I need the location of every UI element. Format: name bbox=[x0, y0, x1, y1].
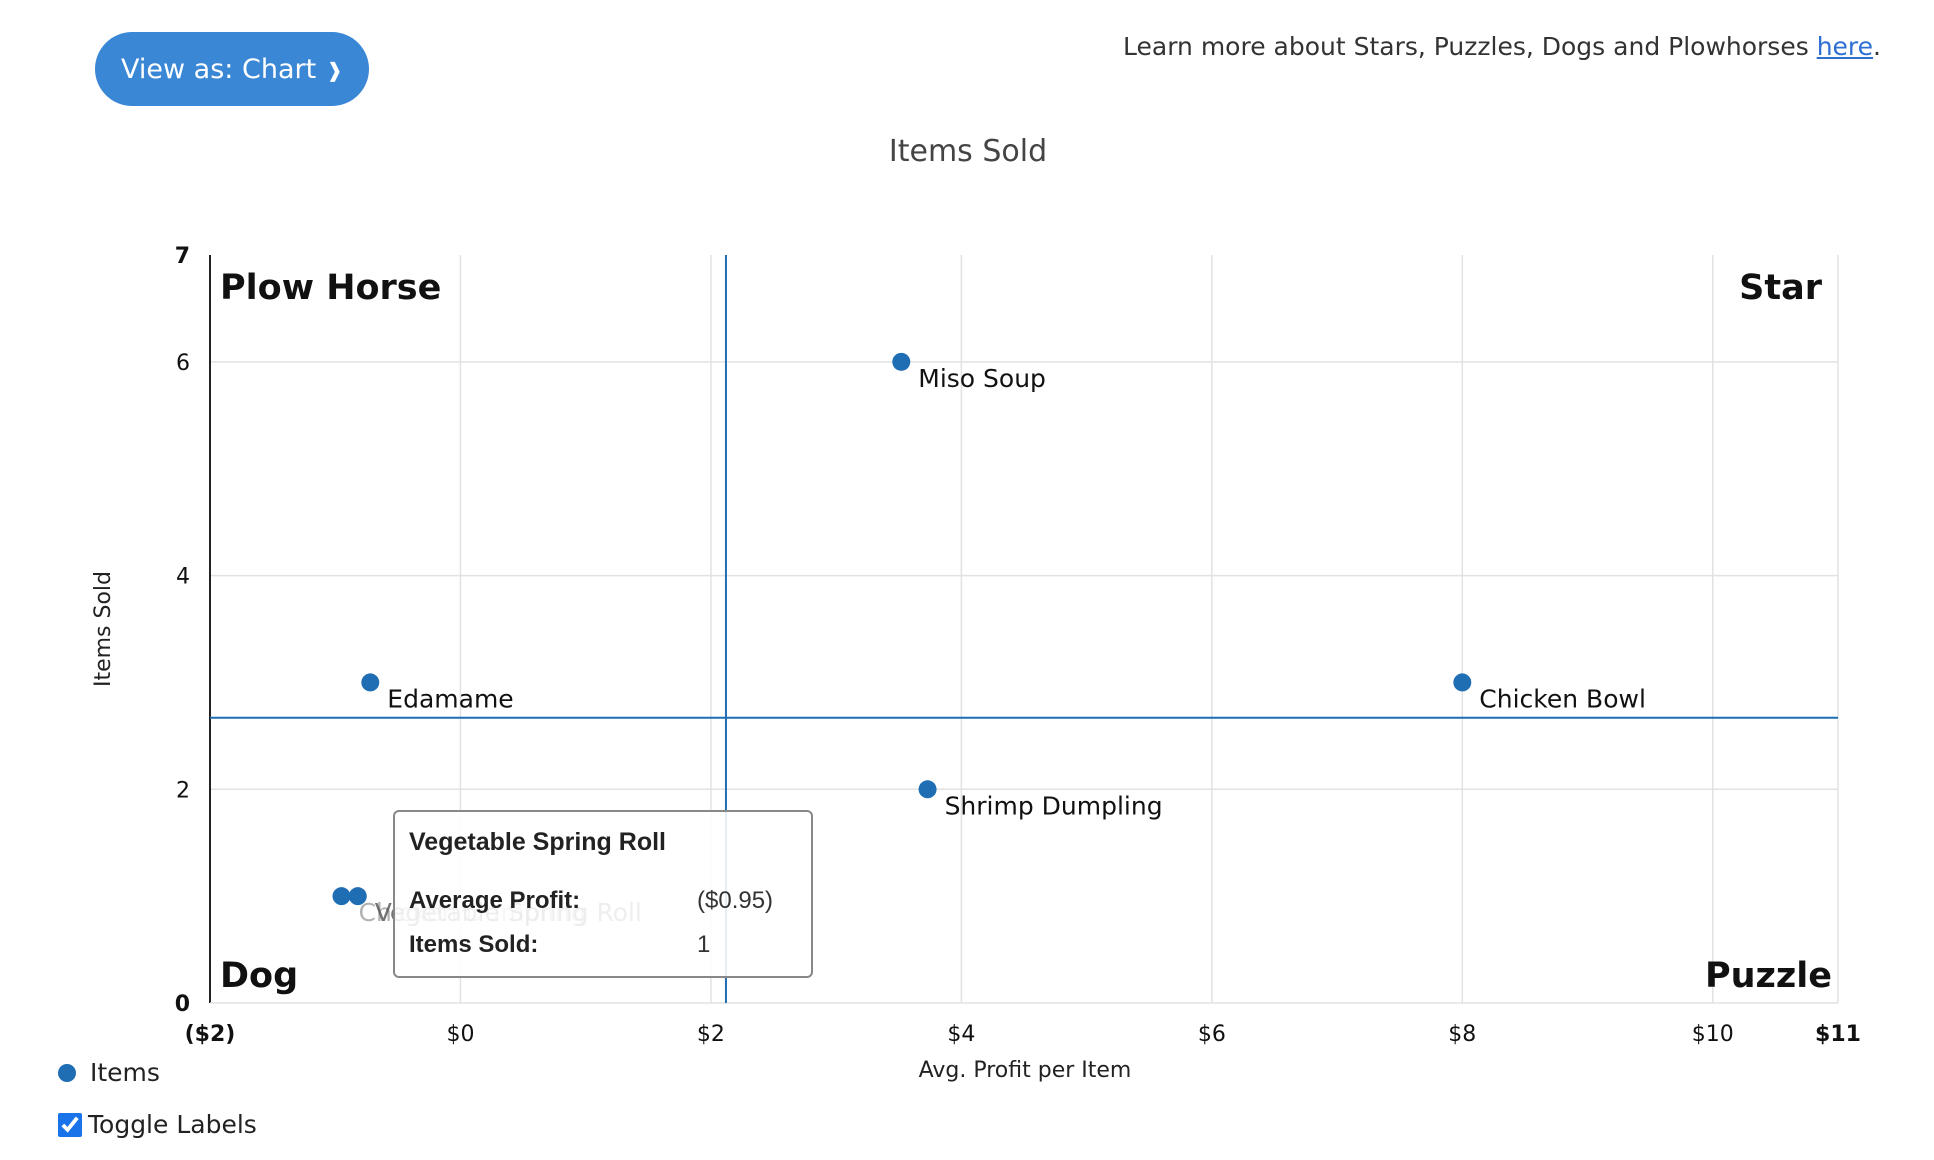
y-tick-label: 4 bbox=[176, 565, 190, 590]
y-tick-label: 7 bbox=[175, 244, 190, 269]
x-tick-label: $2 bbox=[697, 1022, 725, 1047]
data-point bbox=[332, 887, 351, 906]
x-tick-label: ($2) bbox=[185, 1022, 236, 1047]
quadrant-label-dog: Dog bbox=[220, 956, 298, 996]
quadrant-label-star: Star bbox=[1739, 268, 1823, 308]
learn-more-text: Learn more about Stars, Puzzles, Dogs an… bbox=[1123, 32, 1881, 61]
point-label: Chicken Bowl bbox=[1479, 684, 1646, 713]
y-tick-label: 0 bbox=[175, 992, 190, 1017]
x-axis-label: Avg. Profit per Item bbox=[919, 1058, 1132, 1083]
point-label: Shrimp Dumpling bbox=[945, 791, 1163, 820]
toggle-labels[interactable]: Toggle Labels bbox=[58, 1110, 257, 1139]
data-point bbox=[892, 352, 911, 371]
chevron-down-icon: ❱ bbox=[326, 58, 343, 82]
quadrant-label-plow-horse: Plow Horse bbox=[220, 268, 441, 308]
x-tick-label: $4 bbox=[947, 1022, 975, 1047]
tooltip-profit-label: Average Profit: bbox=[409, 887, 581, 914]
view-as-label: View as: Chart bbox=[121, 53, 317, 85]
x-tick-label: $10 bbox=[1692, 1022, 1734, 1047]
x-tick-label: $11 bbox=[1815, 1022, 1861, 1047]
data-point bbox=[361, 673, 380, 692]
tooltip-title: Vegetable Spring Roll bbox=[409, 828, 666, 856]
x-tick-label: $0 bbox=[446, 1022, 474, 1047]
tooltip-sold-row: Items Sold: 1 bbox=[409, 923, 797, 967]
data-point bbox=[1453, 673, 1472, 692]
legend-item[interactable]: Items bbox=[58, 1058, 160, 1087]
view-as-chart-button[interactable]: View as: Chart ❱ bbox=[95, 32, 369, 106]
tooltip: Vegetable Spring Roll Average Profit: ($… bbox=[393, 810, 813, 978]
chart-title: Items Sold bbox=[889, 134, 1047, 169]
tooltip-profit-row: Average Profit: ($0.95) bbox=[409, 879, 797, 923]
x-tick-label: $8 bbox=[1448, 1022, 1476, 1047]
y-axis-label: Items Sold bbox=[91, 571, 116, 687]
toggle-labels-label: Toggle Labels bbox=[88, 1110, 257, 1139]
point-label: Edamame bbox=[387, 684, 513, 713]
x-tick-label: $6 bbox=[1198, 1022, 1226, 1047]
quadrant-label-puzzle: Puzzle bbox=[1705, 956, 1832, 996]
learn-more-link[interactable]: here bbox=[1816, 32, 1874, 61]
point-label: Miso Soup bbox=[918, 364, 1046, 393]
legend-marker-icon bbox=[58, 1063, 76, 1082]
y-tick-label: 2 bbox=[176, 778, 190, 803]
tooltip-sold-label: Items Sold: bbox=[409, 931, 539, 958]
data-point bbox=[918, 780, 937, 799]
toggle-labels-checkbox[interactable] bbox=[58, 1112, 82, 1137]
tooltip-profit-value: ($0.95) bbox=[697, 887, 774, 914]
learn-more-label: Learn more about Stars, Puzzles, Dogs an… bbox=[1123, 32, 1817, 61]
tooltip-sold-value: 1 bbox=[697, 931, 711, 958]
legend-label: Items bbox=[90, 1058, 160, 1087]
data-point bbox=[348, 887, 367, 906]
y-tick-label: 6 bbox=[176, 351, 190, 376]
learn-more-period: . bbox=[1873, 32, 1881, 61]
